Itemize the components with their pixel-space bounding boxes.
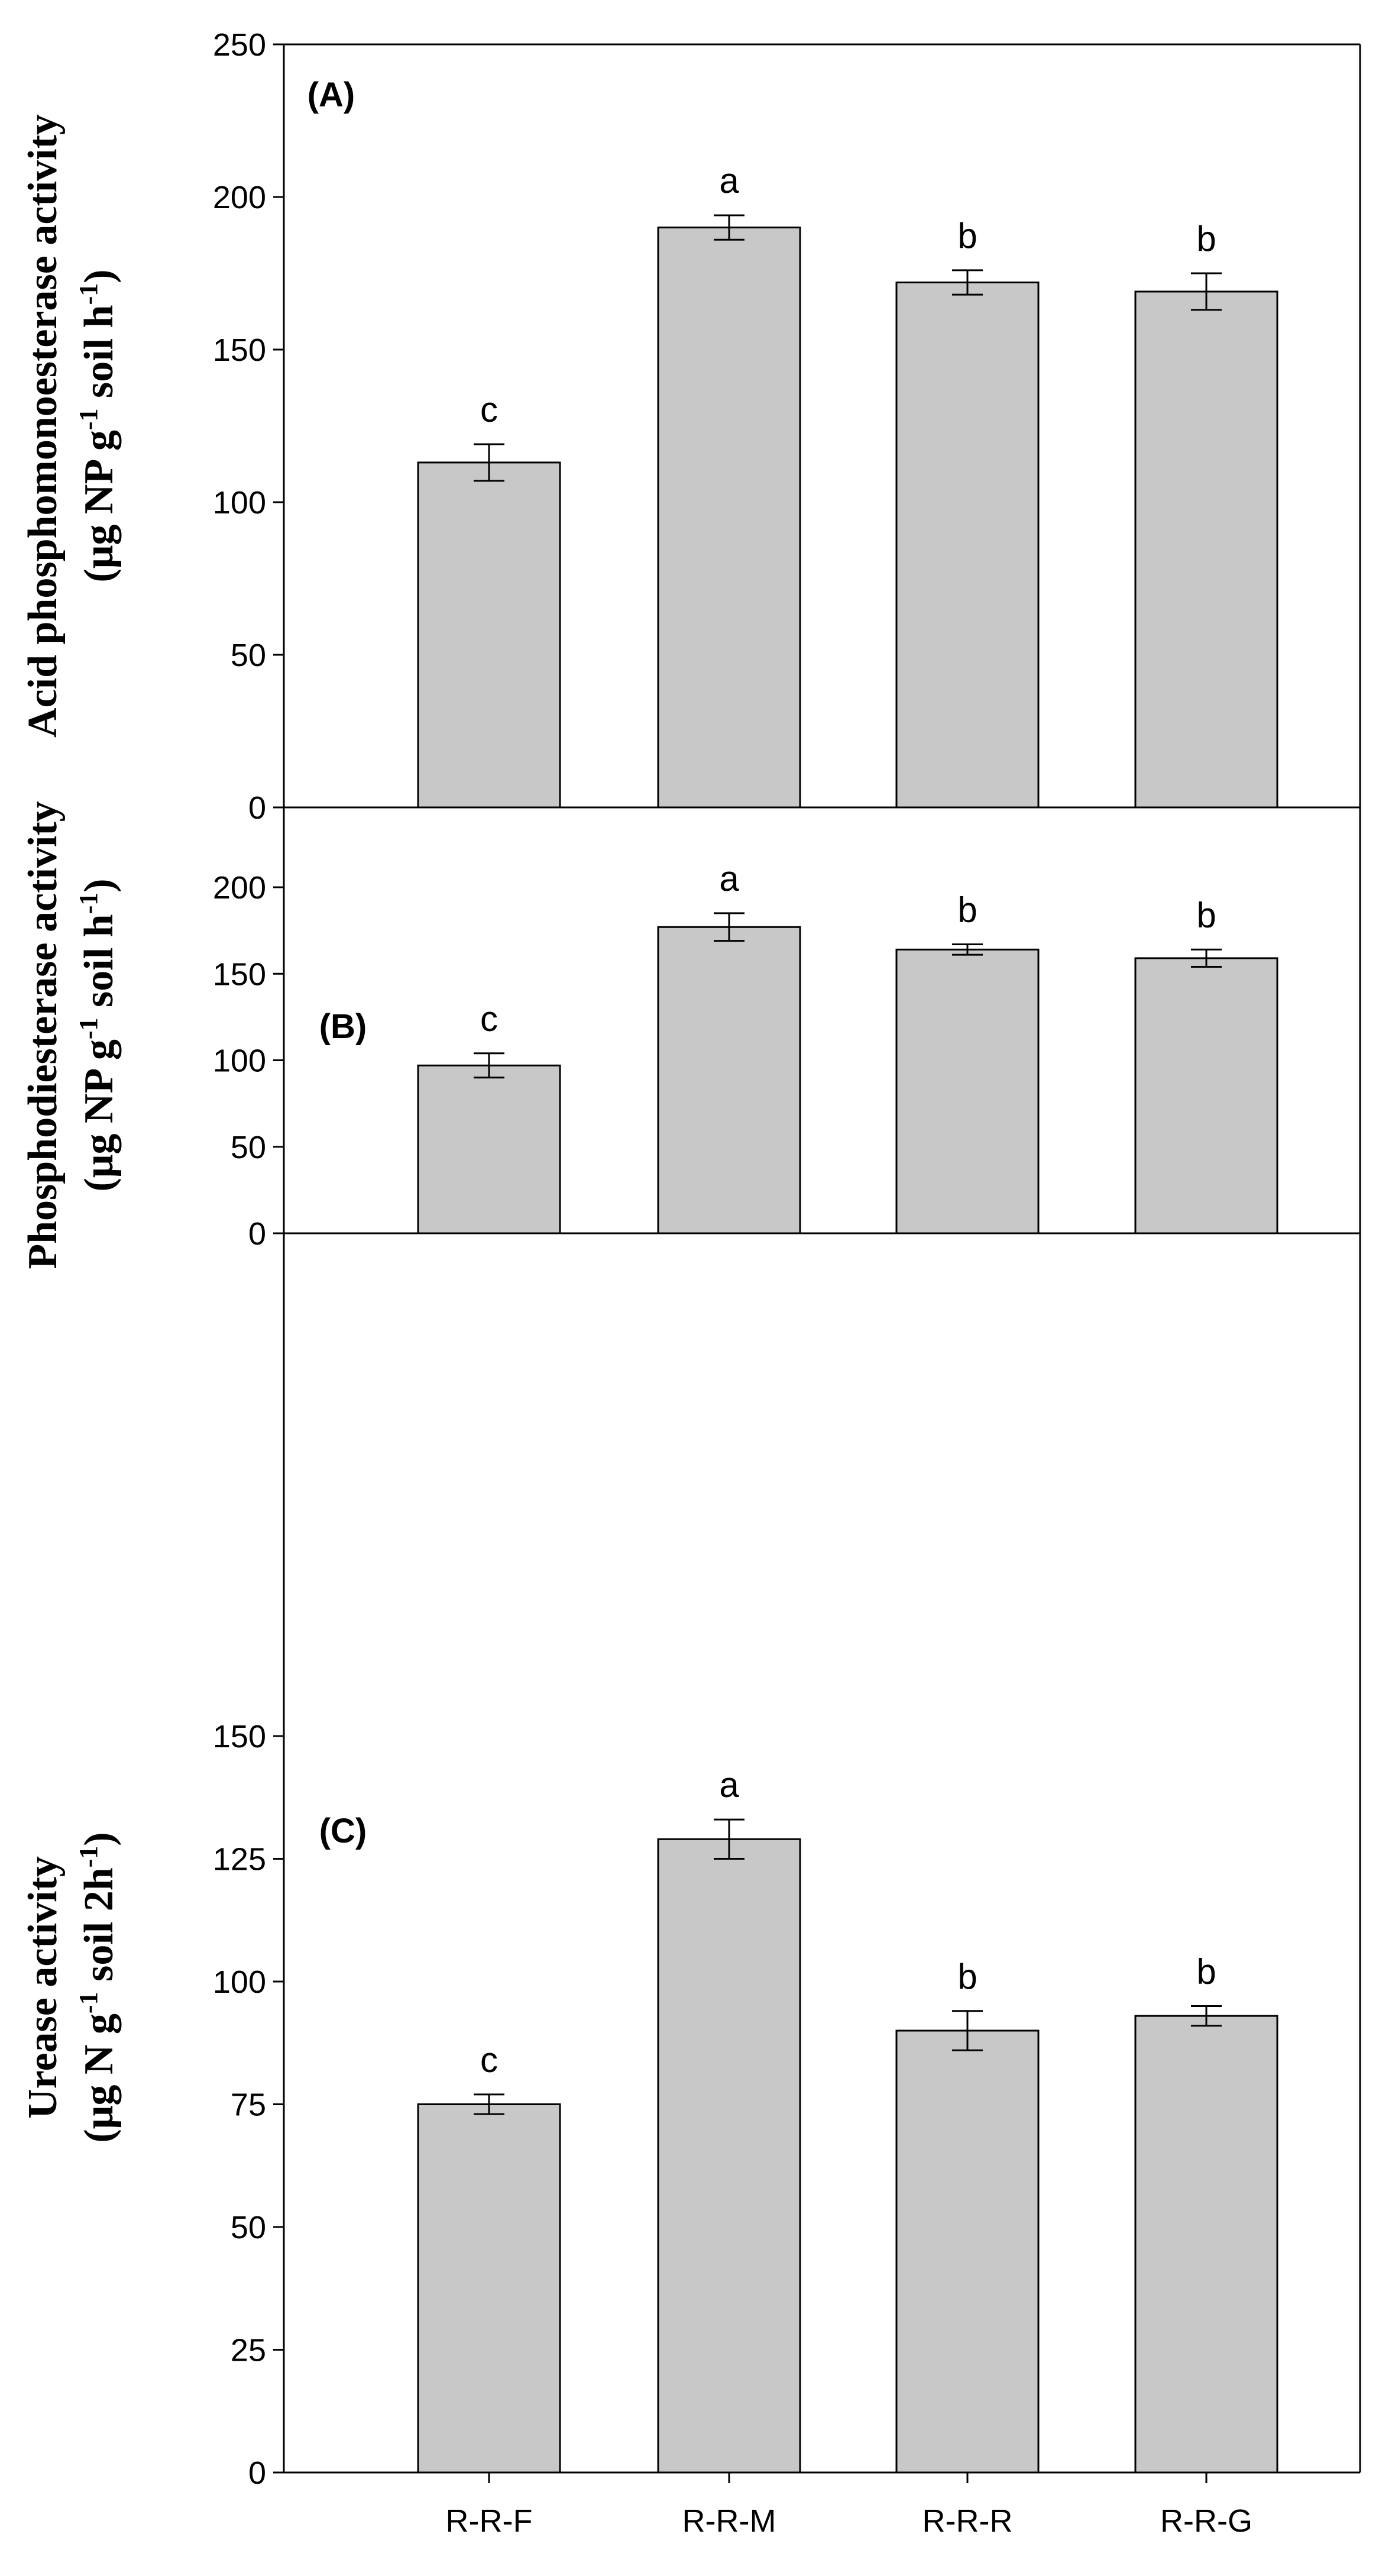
unit-text: soil h [76,914,122,1017]
bar [417,2103,561,2474]
bar [657,227,801,809]
y-axis-title: Urease activity [20,1856,66,2119]
bar [657,926,801,1234]
y-tick-label: 0 [248,2455,266,2491]
y-tick-label: 25 [231,2333,266,2368]
significance-letter: c [480,390,498,429]
y-axis-unit: (μg NP g-1 soil h-1) [74,878,122,1191]
y-tick-label: 0 [248,790,266,826]
unit-superscript: -1 [74,283,103,305]
y-axis-title: Acid phosphomonoesterase activity [20,114,66,738]
unit-text: ) [76,269,122,283]
panel-a: 0 50 100 150 200 250 c a b b (A) Acid phosphomonoes… [20,27,1361,826]
panel-label: (A) [307,76,355,114]
significance-letter: b [1196,1952,1216,1992]
significance-letter: b [957,1957,977,1996]
bar [1134,957,1278,1234]
y-axis-unit: (μg NP g-1 soil h-1) [74,269,122,582]
unit-text: soil h [76,305,122,408]
significance-letter: a [719,1765,739,1805]
y-tick-label: 250 [213,27,266,63]
bar [417,461,561,809]
panel-c: 0 25 50 75 100 125 150 c R-R-F a R-R-M b R-R-R b R-R-G… [20,1233,1361,2539]
bar [895,281,1040,809]
unit-text: ) [76,1832,122,1845]
panel-label: (C) [319,1812,367,1850]
bar [895,2029,1040,2474]
bar [895,948,1040,1234]
x-tick-label: R-R-R [922,2503,1013,2539]
bar [657,1838,801,2474]
unit-text: (μg NP g [76,1039,122,1191]
y-tick-label: 75 [231,2087,266,2123]
significance-letter: b [1196,219,1216,258]
y-tick-label: 200 [213,870,266,906]
y-tick-label: 150 [213,1719,266,1754]
panel-label: (B) [319,1007,367,1046]
unit-superscript: -1 [74,1017,103,1039]
unit-text: (μg N g [76,2013,122,2143]
unit-text: soil 2h [76,1867,122,1992]
bar [1134,2015,1278,2474]
significance-letter: c [480,2040,498,2080]
unit-superscript: -1 [74,1992,103,2013]
y-axis-unit: (μg N g-1 soil 2h-1) [74,1832,122,2142]
y-tick-label: 100 [213,1964,266,2000]
unit-text: ) [76,878,122,892]
unit-superscript: -1 [74,1846,103,1868]
significance-letter: a [719,161,739,201]
significance-letter: b [957,216,977,256]
unit-text: (μg NP g [76,430,122,582]
x-tick-label: R-R-G [1160,2503,1252,2539]
y-axis-title: Phosphodiesterase activity [20,801,66,1269]
significance-letter: b [957,890,977,930]
significance-letter: b [1196,895,1216,935]
bar [417,1064,561,1234]
y-tick-label: 150 [213,332,266,368]
y-tick-label: 50 [231,2210,266,2245]
y-tick-label: 150 [213,956,266,992]
y-tick-label: 50 [231,638,266,673]
x-tick-label: R-R-M [682,2503,776,2539]
y-tick-label: 125 [213,1842,266,1877]
y-tick-label: 100 [213,1043,266,1079]
y-tick-label: 100 [213,485,266,521]
y-tick-label: 0 [248,1216,266,1252]
unit-superscript: -1 [74,408,103,430]
y-tick-label: 50 [231,1130,266,1165]
panel-b: 0 50 100 150 200 c a b b (B) Phosphodiesterase act… [20,801,1361,1269]
bar [1134,290,1278,809]
unit-superscript: -1 [74,893,103,914]
significance-letter: c [480,999,498,1039]
x-tick-label: R-R-F [446,2503,533,2539]
y-tick-label: 200 [213,180,266,215]
significance-letter: a [719,859,739,898]
